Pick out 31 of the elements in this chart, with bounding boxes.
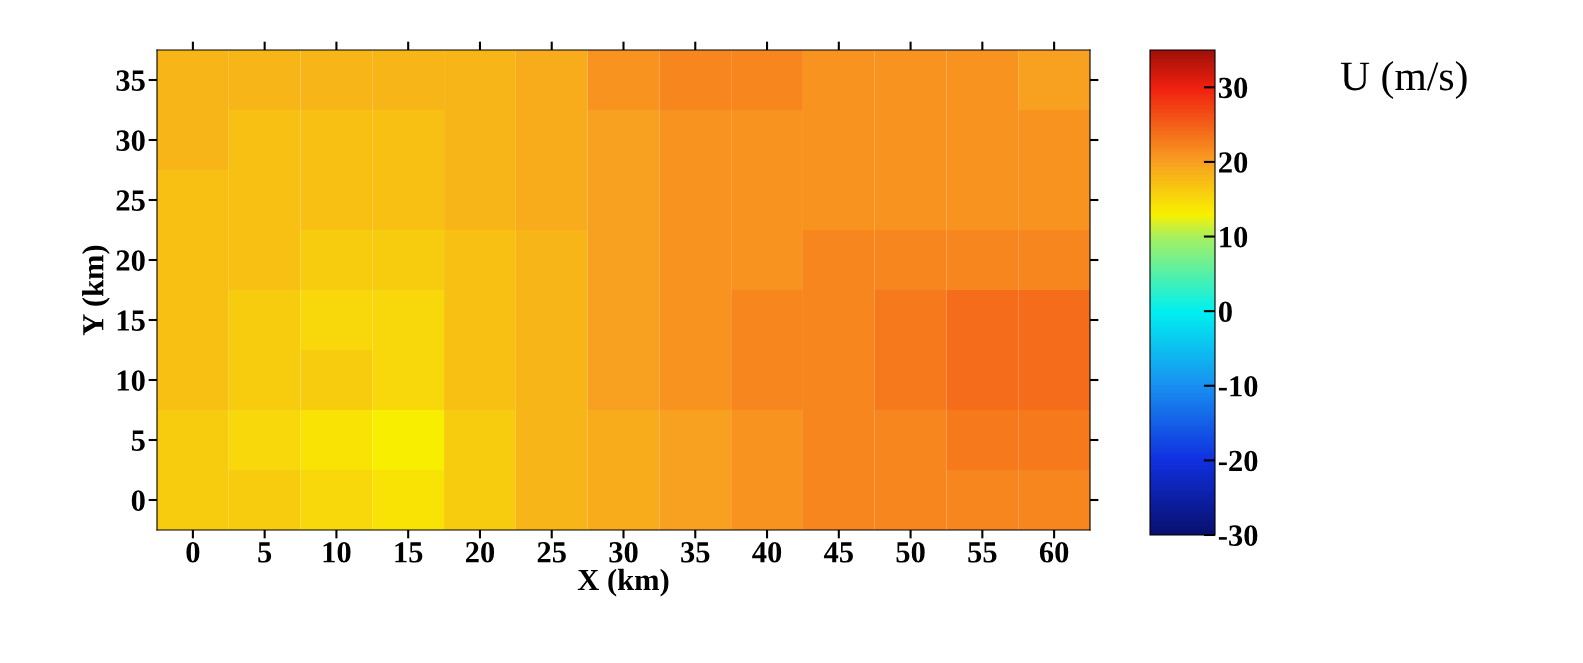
color-bar-label: -20 (1218, 450, 1258, 472)
x-tick-label: 25 (537, 542, 566, 563)
color-bar-label: 20 (1219, 152, 1248, 173)
x-tick-label: 60 (1039, 541, 1069, 563)
x-tick-label: 50 (896, 541, 925, 563)
x-tick-label: 35 (681, 542, 710, 563)
color-bar-label: 10 (1220, 226, 1248, 248)
x-tick-label: 5 (258, 542, 272, 563)
x-tick-label: 40 (752, 541, 782, 563)
y-tick-label: 35 (116, 70, 145, 91)
y-tick-label: 30 (116, 130, 145, 151)
x-tick-label: 55 (968, 542, 997, 563)
x-tick-label: 10 (323, 541, 351, 563)
y-tick-label: 15 (117, 310, 145, 331)
x-tick-label: 45 (823, 542, 853, 563)
x-tick-label: 20 (465, 541, 495, 563)
color-bar-label: -30 (1218, 525, 1258, 546)
x-axis-title: X (km) (577, 568, 669, 597)
y-tick-label: 20 (116, 250, 145, 271)
x-tick-label: 15 (395, 542, 423, 563)
color-bar-label: 0 (1218, 301, 1232, 323)
y-tick-label: 0 (131, 490, 145, 511)
x-tick-label: 0 (186, 541, 200, 563)
color-bar-label: 30 (1218, 77, 1248, 99)
y-axis-title: Y (km) (82, 245, 110, 336)
y-tick-label: 10 (117, 370, 145, 391)
color-bar-label: -10 (1218, 376, 1258, 397)
y-tick-label: 25 (116, 190, 145, 211)
color-bar-title: U (m/s) (1340, 61, 1467, 99)
y-tick-label: 5 (131, 430, 145, 451)
x-tick-label: 30 (609, 541, 638, 563)
